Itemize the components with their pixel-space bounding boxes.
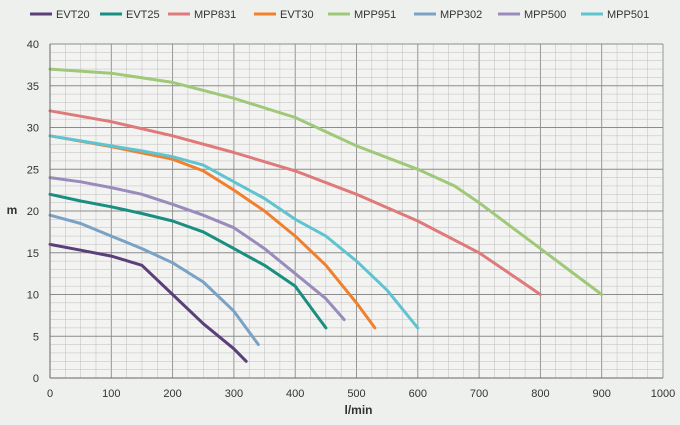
legend-label-mpp951: MPP951 [354, 9, 396, 21]
series-line-mpp951 [48, 67, 604, 296]
legend-label-mpp831: MPP831 [194, 9, 236, 21]
x-tick-label: 800 [531, 388, 549, 400]
y-tick-label: 40 [27, 39, 39, 51]
x-tick-label: 100 [102, 388, 120, 400]
x-tick-label: 0 [47, 388, 53, 400]
series-line-evt25 [48, 192, 328, 330]
series-line-mpp501 [48, 134, 420, 330]
series-line-mpp831 [48, 109, 542, 296]
series-line-evt30 [48, 134, 377, 330]
x-tick-label: 400 [286, 388, 304, 400]
x-tick-label: 500 [347, 388, 365, 400]
series-group [48, 67, 604, 363]
x-tick-label: 200 [163, 388, 181, 400]
y-tick-label: 5 [33, 331, 39, 343]
y-tick-label: 25 [27, 164, 39, 176]
x-tick-label: 600 [409, 388, 427, 400]
x-tick-label: 900 [593, 388, 611, 400]
y-tick-label: 15 [27, 248, 39, 260]
legend: EVT20 EVT25 MPP831 EVT30 MPP951 MPP302 MPP500 M… [30, 9, 649, 21]
legend-label-evt25: EVT25 [126, 9, 160, 21]
y-tick-label: 20 [27, 206, 39, 218]
legend-label-mpp302: MPP302 [440, 9, 482, 21]
series-line-mpp500 [48, 176, 346, 322]
legend-label-evt20: EVT20 [56, 9, 90, 21]
x-axis-label: l/min [344, 403, 372, 417]
axes: 0 100 200 300 400 500 600 700 800 900 1000 0 5 10 15 20… [27, 39, 675, 400]
legend-label-mpp501: MPP501 [607, 9, 649, 21]
y-tick-label: 35 [27, 81, 39, 93]
x-tick-label: 1000 [651, 388, 675, 400]
y-tick-label: 10 [27, 290, 39, 302]
legend-label-mpp500: MPP500 [524, 9, 566, 21]
series-line-evt20 [48, 242, 248, 363]
y-axis-label: m [7, 203, 18, 217]
x-tick-label: 300 [225, 388, 243, 400]
y-tick-label: 30 [27, 123, 39, 135]
y-tick-label: 0 [33, 373, 39, 385]
legend-label-evt30: EVT30 [280, 9, 314, 21]
x-tick-label: 700 [470, 388, 488, 400]
grid [49, 43, 664, 379]
series-line-mpp302 [48, 213, 260, 347]
